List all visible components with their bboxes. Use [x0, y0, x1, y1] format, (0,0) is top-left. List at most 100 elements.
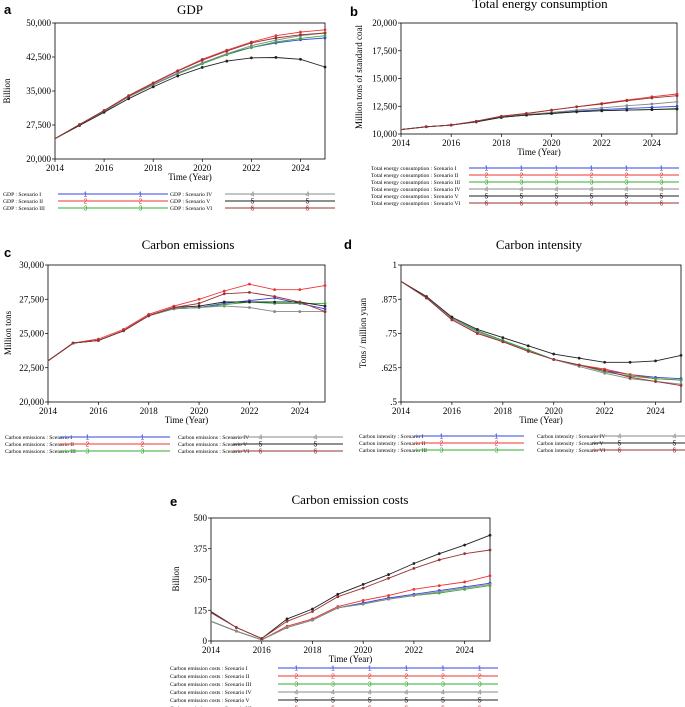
data-point-a-6: [127, 94, 131, 98]
legend-label-a-5: GDP : Scenario V: [170, 199, 210, 205]
legend-label-a-3: GDP : Scenario III: [3, 206, 45, 212]
data-point-c-2: [273, 288, 277, 292]
x-tick-label-e: 2018: [303, 645, 322, 655]
series-line-c-6: [47, 291, 326, 362]
x-tick-label-d: 2022: [596, 406, 614, 416]
x-axis-label-e: Time (Year): [329, 654, 373, 664]
legend-marker-e-2: 2: [404, 674, 408, 681]
x-tick-label-c: 2014: [39, 406, 58, 416]
data-point-c-2: [197, 297, 201, 301]
series-line-c-1: [47, 297, 326, 362]
data-point-c-2: [323, 284, 327, 287]
legend-marker-b-1: 1: [485, 166, 489, 173]
data-point-e-4: [361, 602, 365, 606]
legend-marker-e-1: 1: [478, 666, 482, 673]
data-point-e-4: [234, 629, 238, 633]
legend-marker-b-1: 1: [520, 166, 524, 173]
data-point-d-5: [603, 360, 607, 364]
y-axis-label-a: Billion: [2, 78, 12, 104]
legend-label-e-4: Carbon emission costs : Scenario IV: [170, 690, 252, 696]
series-line-e-4: [210, 583, 491, 641]
series-line-c-2: [47, 283, 326, 362]
data-point-e-4: [463, 586, 467, 590]
y-tick-label-d: .5: [390, 397, 397, 407]
legend-label-b-2: Total energy consumption : Scenario II: [371, 173, 458, 179]
x-axis-label-d: Time (Year): [519, 415, 563, 425]
legend-label-e-2: Carbon emission costs : Scenario II: [170, 674, 250, 680]
x-tick-label-b: 2016: [442, 138, 461, 148]
data-point-a-6: [299, 33, 302, 37]
data-point-a-3: [299, 37, 302, 40]
x-tick-label-a: 2016: [95, 163, 114, 173]
y-tick-label-c: 20,000: [19, 397, 44, 407]
y-tick-label-a: 50,000: [26, 18, 51, 28]
legend-marker-d-4: 4: [618, 434, 622, 441]
legend-marker-c-5: 5: [314, 442, 318, 449]
panel-a: a GDP 20,000 27,500 35,000 42,500 50,000 2014 20…: [2, 2, 335, 213]
legend-marker-e-4: 4: [404, 690, 408, 697]
data-point-a-6: [323, 31, 327, 35]
data-point-d-6: [475, 332, 479, 335]
data-point-b-6: [675, 94, 679, 98]
legend-label-b-1: Total energy consumption : Scenario I: [371, 166, 457, 172]
legend-marker-d-1: 1: [495, 434, 499, 441]
data-point-c-1: [323, 307, 327, 311]
data-point-e-2: [412, 587, 416, 591]
legend-label-d-4: Carbon intensity : Scenario IV: [537, 434, 605, 440]
data-point-e-6: [234, 626, 238, 629]
x-tick-label-a: 2020: [193, 163, 212, 173]
legend-marker-b-5: 5: [555, 194, 559, 201]
legend-marker-b-5: 5: [590, 194, 594, 201]
data-point-b-6: [625, 99, 629, 103]
legend-marker-b-4: 4: [485, 187, 489, 194]
data-point-d-6: [577, 363, 581, 367]
legend-marker-e-3: 3: [294, 682, 298, 689]
data-point-a-2: [323, 28, 327, 32]
legend-label-a-1: GDP : Scenario I: [3, 192, 41, 198]
plot-frame-c: [47, 264, 326, 403]
x-tick-label-b: 2022: [593, 138, 611, 148]
data-point-b-6: [525, 112, 528, 115]
legend-marker-b-6: 6: [485, 201, 489, 208]
legend-label-c-4: Carbon emissions : Scenario IV: [178, 435, 249, 441]
legend-marker-a-6: 6: [306, 206, 310, 213]
legend-marker-d-6: 6: [618, 448, 622, 455]
legend-marker-b-4: 4: [555, 187, 559, 194]
legend-marker-c-4: 4: [314, 435, 318, 442]
data-point-e-5: [285, 617, 289, 621]
data-point-b-5: [575, 110, 579, 114]
y-axis-label-e: Billion: [171, 566, 181, 592]
legend-marker-e-5: 5: [331, 698, 335, 705]
data-point-e-6: [361, 586, 365, 590]
y-axis-label-c: Million tons: [3, 310, 13, 355]
legend-marker-a-2: 2: [139, 199, 143, 206]
data-point-a-4: [225, 52, 229, 56]
legend-marker-e-6: 6: [331, 706, 335, 707]
legend-marker-c-2: 2: [141, 442, 145, 449]
legend-marker-e-6: 6: [294, 706, 298, 707]
data-point-e-4: [387, 597, 390, 601]
data-point-a-4: [176, 71, 180, 75]
data-point-d-6: [628, 375, 632, 379]
data-point-b-4: [600, 106, 604, 110]
panel-letter-c: c: [4, 245, 11, 260]
x-tick-label-d: 2018: [494, 406, 513, 416]
series-line-c-5: [47, 301, 326, 362]
legend-marker-c-4: 4: [259, 435, 263, 442]
series-line-e-6: [210, 549, 491, 640]
legend-label-b-4: Total energy consumption : Scenario IV: [371, 187, 460, 193]
legend-marker-c-6: 6: [314, 449, 318, 456]
x-tick-label-b: 2020: [543, 138, 562, 148]
chart-title-b: Total energy consumption: [472, 0, 608, 11]
series-line-b-6: [400, 95, 678, 131]
data-point-d-3: [654, 377, 657, 381]
y-tick-label-e: 375: [194, 544, 208, 554]
data-point-e-4: [412, 594, 416, 597]
data-point-e-5: [387, 573, 390, 576]
data-point-d-5: [679, 354, 683, 357]
legend-marker-e-5: 5: [294, 698, 298, 705]
legend-marker-d-4: 4: [673, 434, 677, 441]
x-tick-label-c: 2018: [140, 406, 159, 416]
data-point-b-5: [600, 109, 604, 113]
